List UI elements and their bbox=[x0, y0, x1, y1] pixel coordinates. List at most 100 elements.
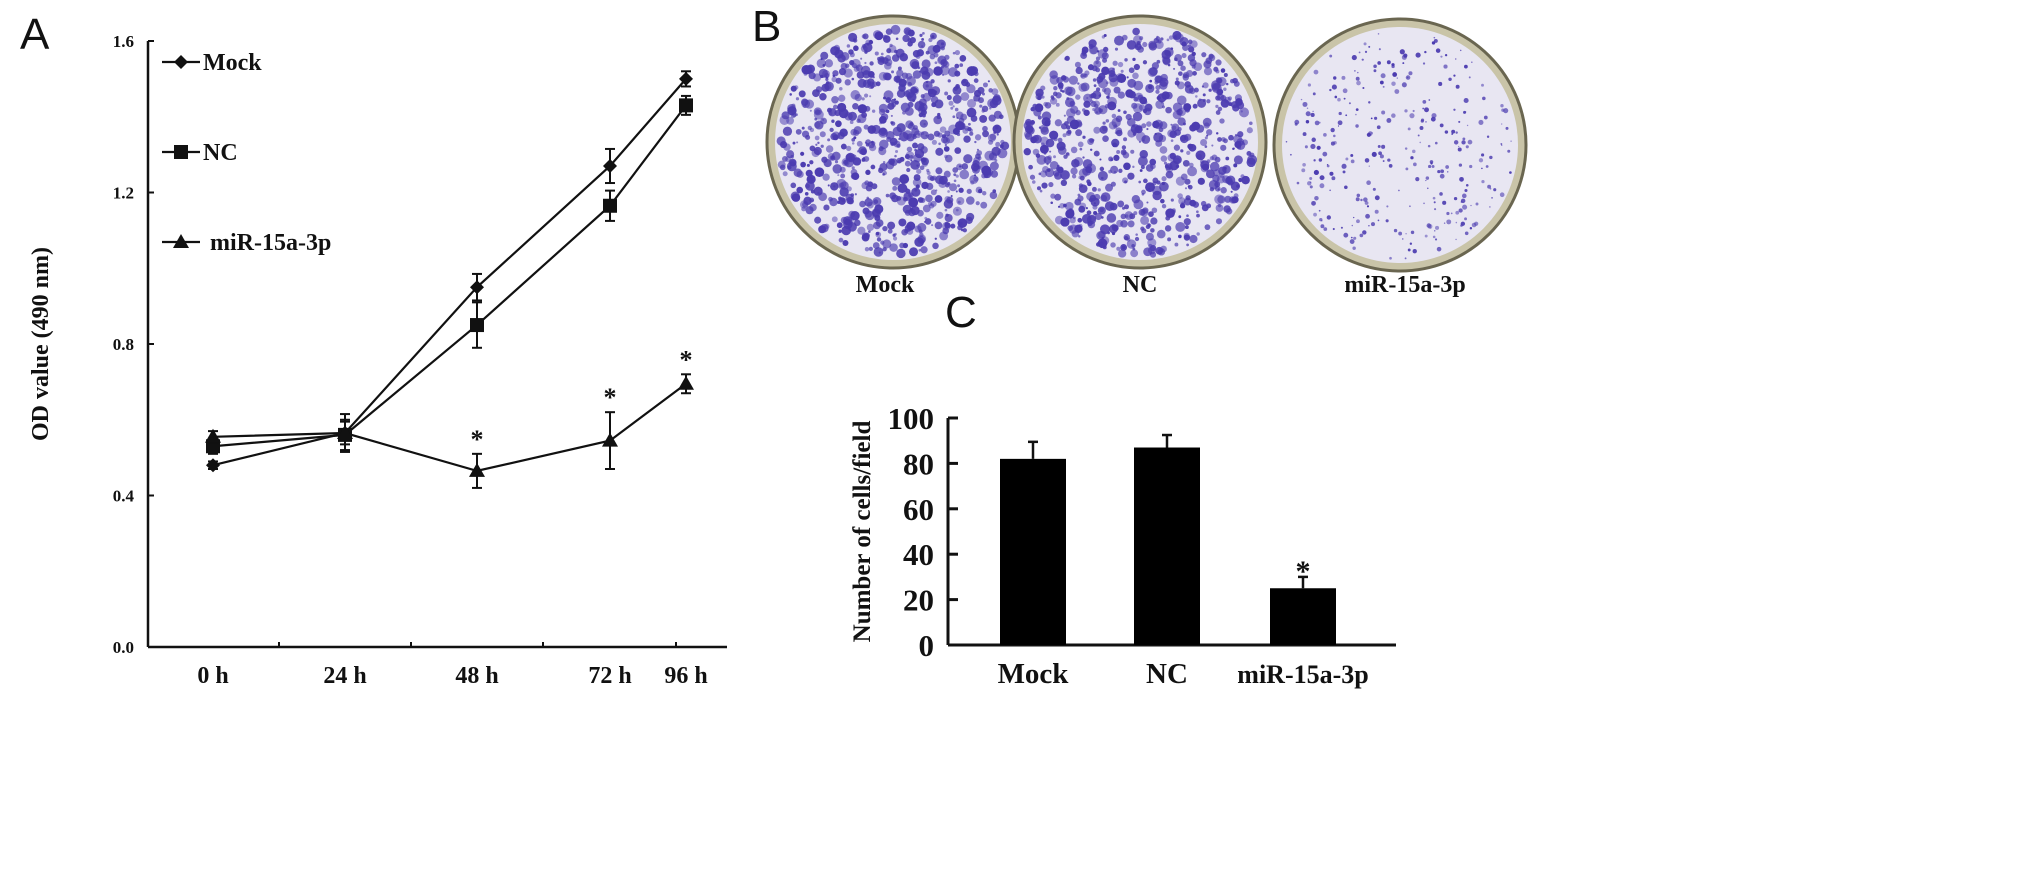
colony bbox=[1107, 101, 1117, 111]
colony bbox=[1063, 154, 1068, 159]
colony bbox=[1289, 153, 1292, 156]
colony bbox=[883, 90, 894, 101]
colony bbox=[889, 243, 898, 252]
colony bbox=[927, 201, 933, 207]
colony bbox=[1459, 176, 1464, 182]
colony bbox=[1485, 165, 1489, 168]
colony bbox=[1481, 167, 1483, 170]
colony bbox=[1060, 170, 1070, 180]
colony bbox=[1382, 160, 1385, 163]
colony bbox=[1124, 204, 1129, 210]
colony bbox=[933, 90, 938, 94]
colony bbox=[1127, 220, 1135, 228]
colony bbox=[1462, 204, 1468, 210]
colony bbox=[1165, 106, 1172, 114]
y-tick-label: 100 bbox=[888, 401, 935, 436]
colony bbox=[1132, 111, 1143, 122]
colony bbox=[1337, 120, 1343, 126]
colony bbox=[1424, 107, 1429, 113]
colony bbox=[1358, 51, 1361, 54]
colony bbox=[850, 154, 857, 161]
colony bbox=[1391, 81, 1396, 86]
colony bbox=[991, 88, 999, 96]
colony bbox=[1481, 153, 1485, 157]
colony bbox=[1309, 181, 1312, 184]
colony bbox=[1469, 164, 1473, 169]
colony bbox=[1102, 245, 1107, 250]
colony bbox=[1158, 127, 1164, 133]
colony bbox=[966, 188, 972, 194]
colony bbox=[857, 104, 868, 114]
colony bbox=[916, 49, 924, 57]
colony bbox=[1422, 99, 1427, 104]
colony bbox=[812, 73, 822, 82]
colony bbox=[1148, 40, 1157, 49]
significance-asterisk: * bbox=[1296, 555, 1311, 588]
colony bbox=[997, 148, 1008, 159]
colony bbox=[830, 182, 839, 191]
colony bbox=[1465, 183, 1469, 187]
colony bbox=[1188, 162, 1194, 168]
colony bbox=[1236, 184, 1240, 188]
colony bbox=[1483, 115, 1488, 120]
colony bbox=[1464, 231, 1469, 236]
colony bbox=[1078, 205, 1086, 213]
colony bbox=[1353, 69, 1356, 72]
colony bbox=[801, 64, 811, 75]
colony bbox=[846, 145, 852, 152]
colony bbox=[938, 142, 941, 146]
colony bbox=[1318, 209, 1321, 212]
y-tick-label: 0.8 bbox=[113, 335, 134, 354]
data-point bbox=[679, 98, 693, 113]
colony bbox=[1170, 139, 1174, 142]
colony bbox=[1099, 158, 1102, 161]
colony bbox=[1211, 154, 1218, 161]
colony bbox=[933, 52, 939, 58]
colony bbox=[1032, 180, 1036, 184]
colony bbox=[1310, 112, 1315, 118]
colony bbox=[895, 75, 903, 83]
colony bbox=[927, 45, 937, 55]
colony bbox=[1301, 168, 1306, 173]
colony bbox=[1100, 224, 1110, 235]
colony bbox=[1170, 198, 1174, 202]
colony bbox=[1146, 121, 1152, 127]
colony bbox=[1150, 245, 1157, 252]
colony bbox=[1055, 102, 1060, 107]
colony bbox=[878, 56, 886, 63]
colony bbox=[1196, 213, 1200, 218]
colony bbox=[879, 121, 882, 125]
colony bbox=[1156, 229, 1166, 239]
colony bbox=[811, 148, 820, 158]
colony bbox=[893, 98, 897, 101]
colony bbox=[897, 159, 901, 164]
colony bbox=[1220, 187, 1227, 194]
colony bbox=[957, 184, 961, 188]
colony bbox=[873, 30, 882, 39]
colony bbox=[954, 63, 960, 69]
colony bbox=[921, 160, 928, 167]
colony bbox=[882, 239, 892, 249]
colony bbox=[1043, 156, 1052, 165]
colony bbox=[1314, 195, 1319, 201]
colony bbox=[986, 169, 994, 176]
colony bbox=[810, 176, 813, 179]
y-tick-label: 0.0 bbox=[113, 638, 134, 657]
colony bbox=[1125, 113, 1132, 121]
colony bbox=[1095, 60, 1099, 65]
colony bbox=[840, 173, 846, 179]
colony bbox=[1489, 187, 1492, 190]
colony bbox=[1137, 156, 1148, 167]
colony bbox=[1052, 170, 1060, 177]
colony bbox=[1223, 73, 1228, 78]
colony bbox=[934, 61, 938, 65]
colony bbox=[1302, 132, 1307, 136]
colony bbox=[1029, 174, 1036, 180]
colony bbox=[1455, 221, 1458, 224]
colony bbox=[802, 201, 809, 208]
colony bbox=[1186, 243, 1189, 247]
colony bbox=[958, 122, 966, 130]
colony bbox=[1337, 97, 1341, 102]
colony bbox=[1192, 103, 1198, 109]
colony bbox=[827, 184, 830, 187]
